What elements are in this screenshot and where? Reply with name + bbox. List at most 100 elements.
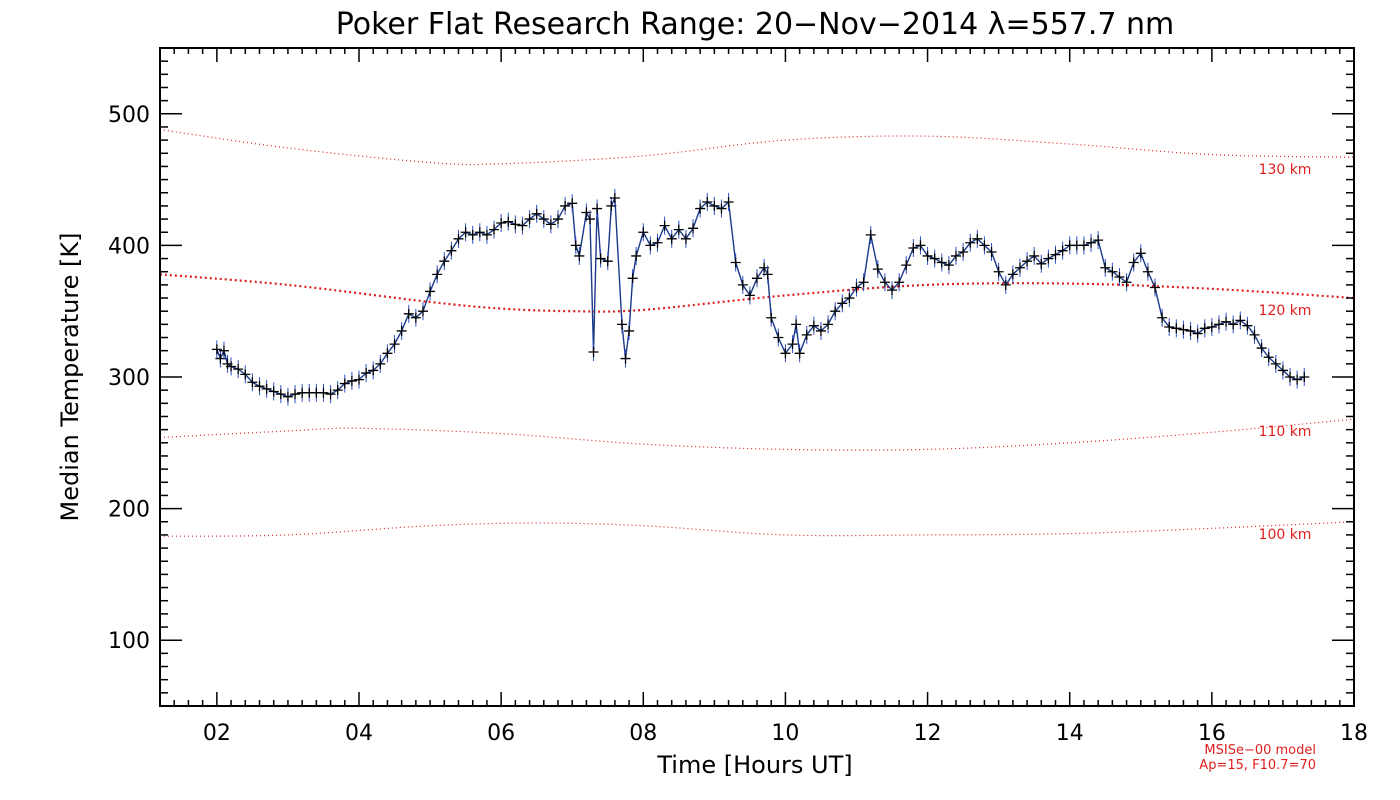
data-point bbox=[673, 224, 684, 235]
x-tick-label: 14 bbox=[1056, 721, 1084, 746]
data-point bbox=[467, 229, 478, 240]
model-curve-120-km bbox=[159, 273, 1355, 313]
data-point bbox=[723, 196, 734, 207]
data-point bbox=[716, 203, 727, 214]
data-point bbox=[709, 200, 720, 211]
data-point bbox=[233, 364, 244, 375]
data-point bbox=[1100, 262, 1111, 273]
data-point bbox=[815, 325, 826, 336]
data-point bbox=[268, 386, 279, 397]
data-point bbox=[570, 240, 581, 251]
data-point bbox=[211, 344, 222, 355]
x-tick-label: 16 bbox=[1198, 721, 1226, 746]
data-point bbox=[958, 246, 969, 257]
data-point bbox=[1164, 321, 1175, 332]
data-point bbox=[808, 320, 819, 331]
data-point bbox=[553, 214, 563, 225]
data-point bbox=[375, 358, 386, 369]
data-point bbox=[325, 389, 336, 400]
data-point bbox=[752, 273, 762, 284]
x-tick-label: 06 bbox=[487, 721, 515, 746]
data-point bbox=[592, 203, 603, 214]
data-point bbox=[922, 250, 933, 261]
model-note-line-2: Ap=15, F10.7=70 bbox=[1199, 758, 1316, 773]
data-point bbox=[762, 269, 773, 280]
data-point bbox=[382, 348, 393, 359]
y-tick-label: 300 bbox=[108, 366, 150, 391]
data-point bbox=[453, 233, 464, 244]
data-point bbox=[1014, 262, 1025, 273]
data-point bbox=[609, 193, 620, 204]
data-point bbox=[1235, 315, 1246, 326]
data-point bbox=[290, 389, 301, 400]
data-point bbox=[624, 325, 635, 336]
data-point bbox=[627, 273, 638, 284]
data-point bbox=[1121, 277, 1132, 288]
data-point bbox=[695, 203, 706, 214]
data-point bbox=[986, 246, 997, 257]
data-point bbox=[1057, 245, 1068, 256]
data-point bbox=[929, 253, 940, 264]
data-point bbox=[1043, 253, 1054, 264]
data-point bbox=[560, 200, 571, 211]
data-point bbox=[844, 293, 855, 304]
data-point bbox=[830, 306, 841, 317]
x-tick-label: 18 bbox=[1340, 721, 1368, 746]
data-point bbox=[943, 260, 954, 271]
data-point bbox=[545, 219, 556, 230]
x-tick-label: 04 bbox=[345, 721, 373, 746]
data-point bbox=[602, 256, 613, 267]
data-point bbox=[389, 339, 400, 350]
data-point bbox=[936, 257, 947, 268]
data-point bbox=[1086, 237, 1097, 248]
data-point bbox=[1142, 266, 1153, 277]
data-point bbox=[524, 214, 535, 225]
data-point bbox=[1228, 319, 1239, 330]
data-point bbox=[1256, 343, 1267, 354]
data-point bbox=[1206, 321, 1217, 332]
axes: 02 04 06 08 10 12 14 16 18 100 200 300 400 500 bbox=[108, 47, 1368, 746]
x-tick-label: 10 bbox=[771, 721, 799, 746]
data-point bbox=[730, 257, 741, 268]
data-point bbox=[766, 312, 777, 323]
y-tick-label: 100 bbox=[108, 629, 150, 654]
y-tick-label: 500 bbox=[108, 103, 150, 128]
data-point bbox=[588, 346, 599, 357]
data-point bbox=[872, 264, 883, 275]
data-point bbox=[1000, 279, 1011, 290]
data-point bbox=[1157, 312, 1168, 323]
data-point bbox=[965, 237, 976, 248]
data-point bbox=[1270, 358, 1281, 369]
data-point bbox=[915, 240, 926, 251]
model-curve-label: 110 km bbox=[1259, 424, 1312, 440]
data-point bbox=[993, 266, 1004, 277]
data-point bbox=[1221, 316, 1232, 327]
data-point bbox=[282, 391, 293, 402]
data-point bbox=[247, 377, 258, 388]
data-point bbox=[368, 365, 379, 376]
data-point bbox=[680, 233, 691, 244]
data-point bbox=[1029, 250, 1040, 261]
data-point bbox=[531, 208, 542, 219]
x-tick-label: 12 bbox=[914, 721, 942, 746]
data-point bbox=[226, 361, 237, 372]
data-point bbox=[489, 224, 500, 235]
data-point bbox=[261, 383, 272, 394]
data-point bbox=[584, 214, 595, 225]
plot-area: 130 km 120 km 110 km 100 km bbox=[159, 128, 1355, 543]
data-point bbox=[354, 374, 364, 385]
data-point bbox=[979, 240, 990, 251]
data-point bbox=[417, 306, 428, 317]
data-point bbox=[1128, 257, 1139, 268]
data-point bbox=[339, 378, 350, 389]
data-point bbox=[517, 220, 528, 231]
temperature-series-line bbox=[216, 197, 1305, 398]
x-tick-label: 02 bbox=[203, 721, 231, 746]
data-point bbox=[744, 290, 755, 301]
model-curve-110-km bbox=[159, 418, 1355, 451]
data-point bbox=[496, 218, 507, 229]
data-point bbox=[1178, 324, 1189, 335]
data-point bbox=[702, 196, 713, 207]
data-point bbox=[1107, 266, 1118, 277]
